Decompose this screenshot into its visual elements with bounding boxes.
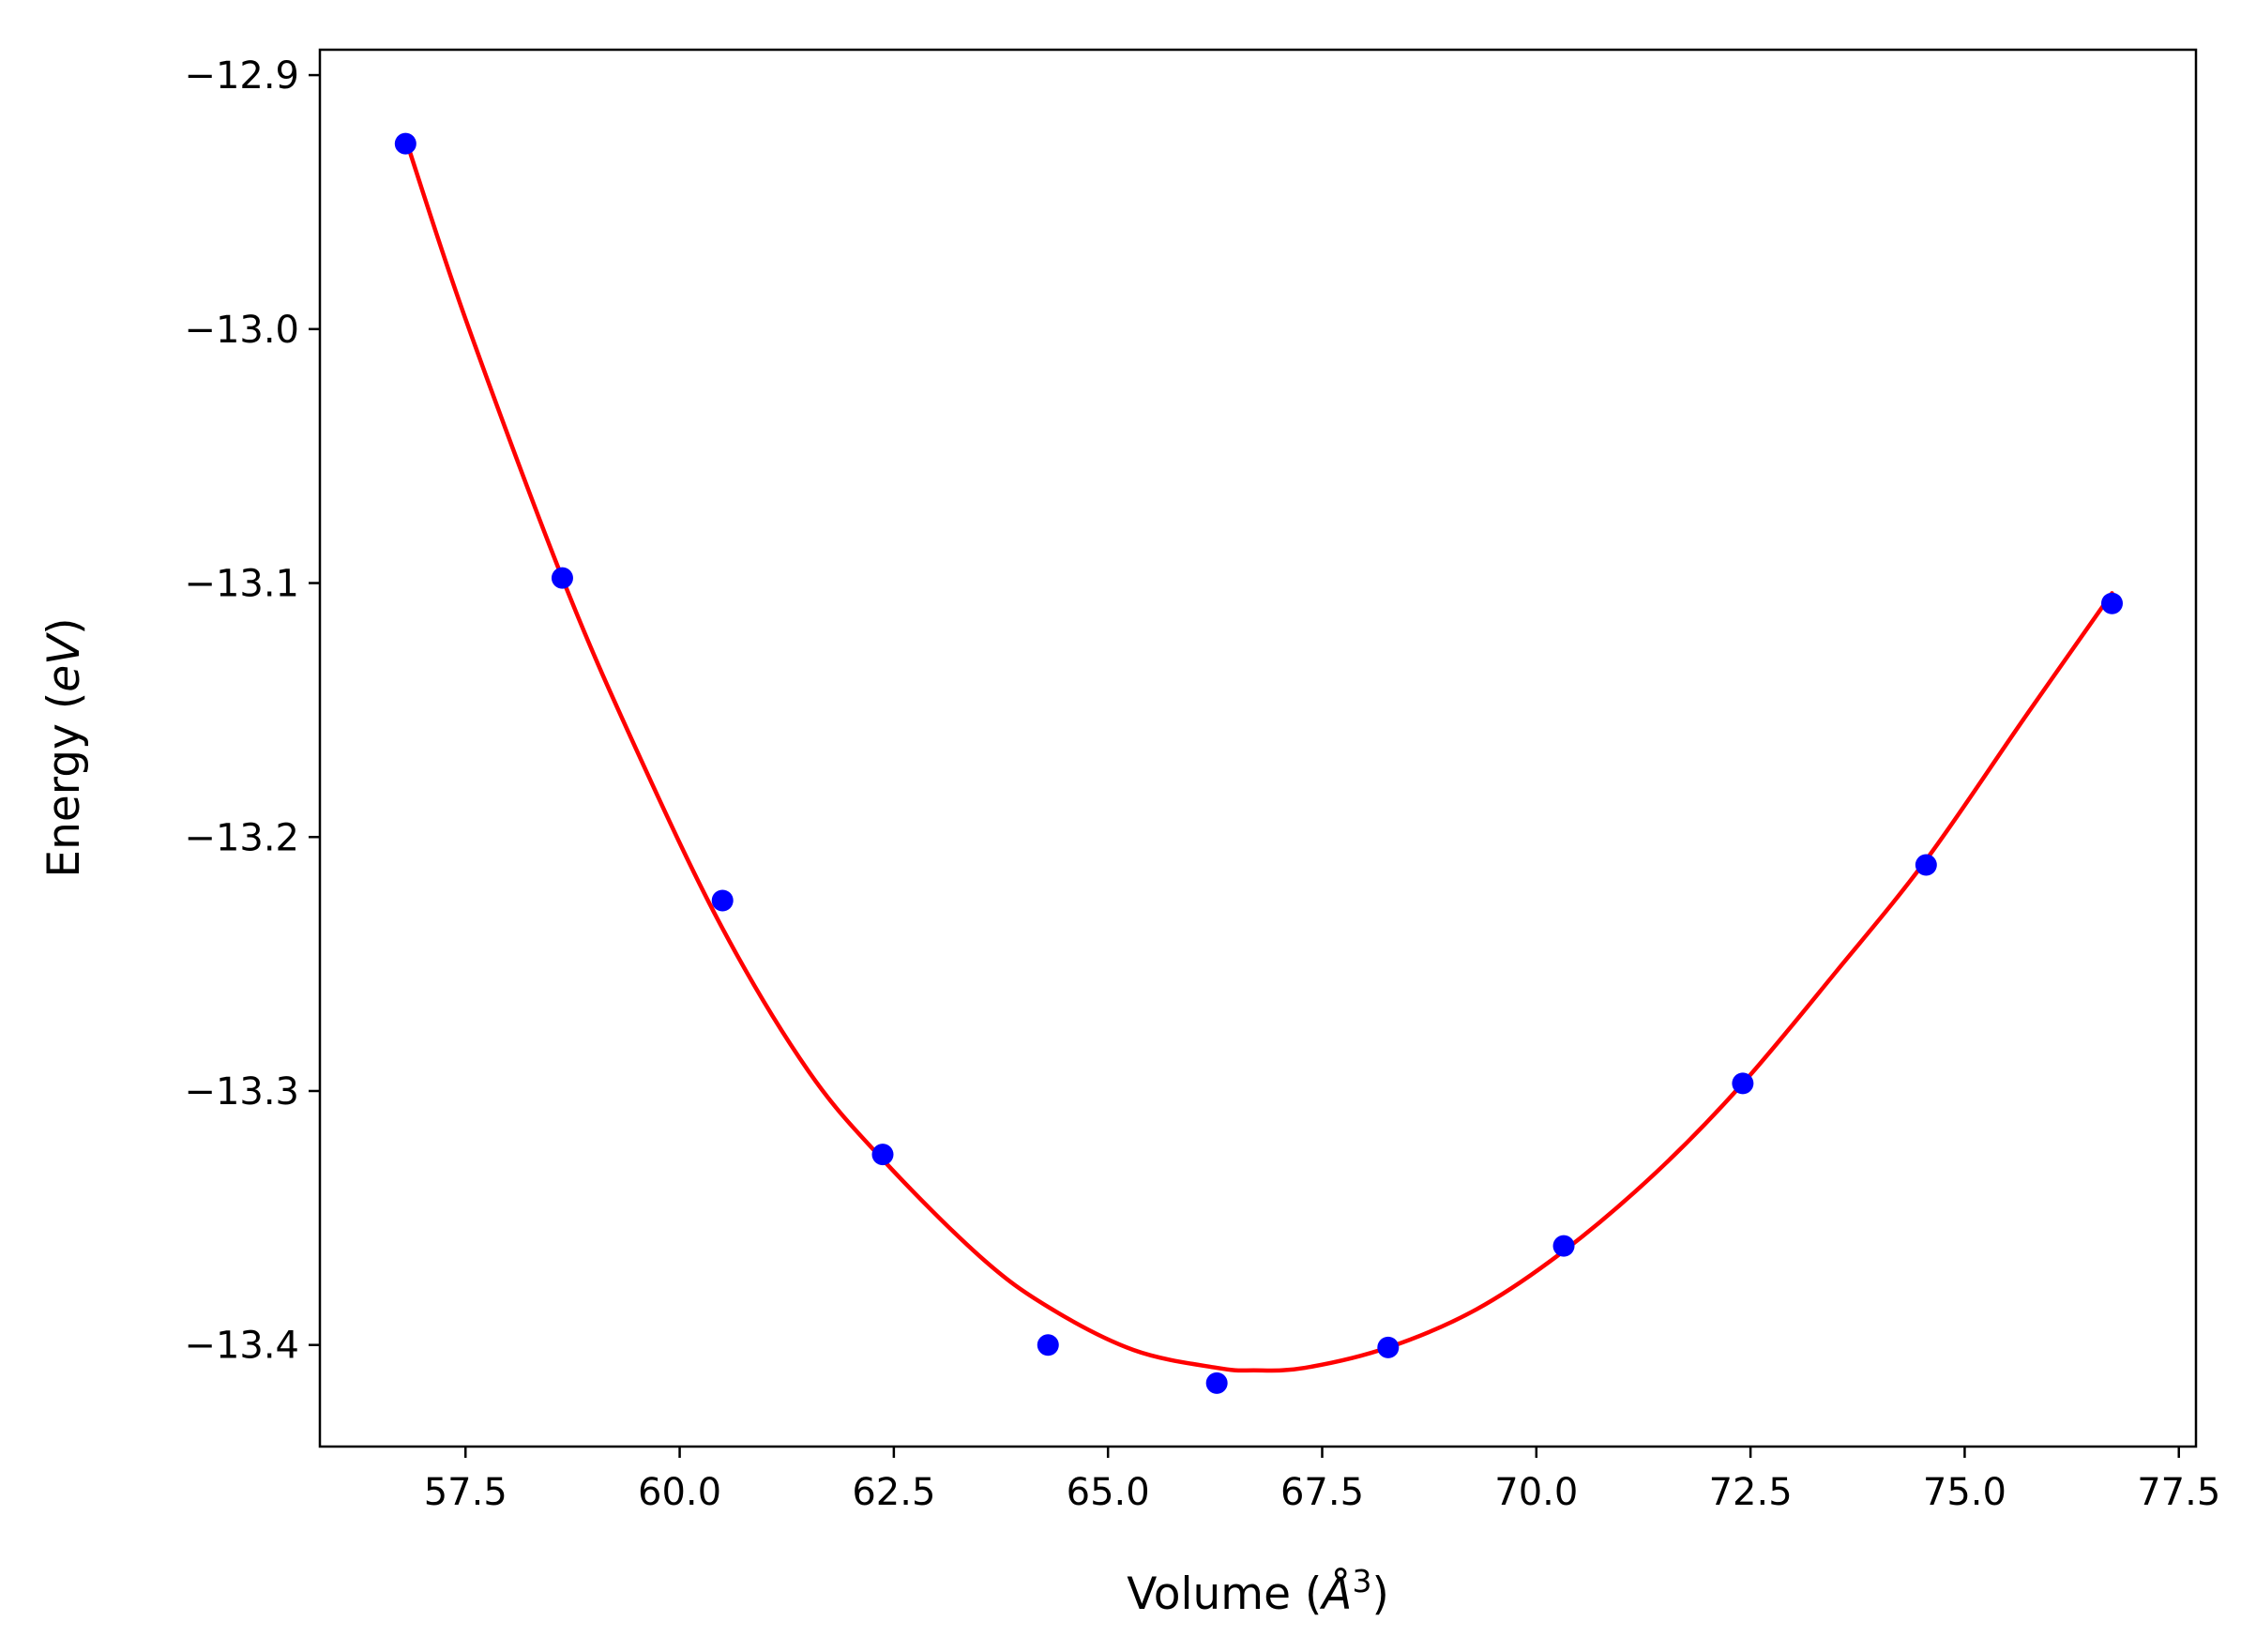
data-point	[1552, 1235, 1575, 1257]
x-tick-label: 62.5	[852, 1471, 935, 1514]
x-tick-label: 77.5	[2137, 1471, 2220, 1514]
data-point	[711, 889, 734, 912]
fit-curve	[403, 136, 2114, 1373]
y-axis-ticks: −12.9 −13.0 −13.1 −13.2 −13.3 −13.4	[184, 54, 320, 1368]
data-points-layer	[394, 132, 2123, 1394]
plot-area	[320, 50, 2196, 1447]
x-tick-label: 65.0	[1067, 1471, 1150, 1514]
y-tick-label: −13.0	[184, 309, 299, 352]
plot-frame	[318, 48, 2198, 1448]
y-tick-label: −12.9	[184, 54, 299, 98]
y-tick-label: −13.2	[184, 816, 299, 859]
y-tick-label: −13.3	[184, 1070, 299, 1114]
data-point	[1915, 854, 1937, 876]
data-point	[2101, 592, 2123, 614]
x-tick-label: 60.0	[638, 1471, 721, 1514]
x-tick-label: 67.5	[1280, 1471, 1364, 1514]
data-point	[1377, 1336, 1400, 1358]
fit-curve-layer	[403, 136, 2114, 1373]
x-tick-label: 72.5	[1709, 1471, 1793, 1514]
x-tick-label: 75.0	[1923, 1471, 2006, 1514]
y-tick-label: −13.1	[184, 563, 299, 606]
y-tick-label: −13.4	[184, 1325, 299, 1368]
x-tick-label: 70.0	[1494, 1471, 1578, 1514]
y-axis-label: Energy (eV)	[38, 617, 90, 877]
x-axis-ticks: 57.5 60.0 62.5 65.0 67.5 70.0 72.5 75.0 77.5	[424, 1447, 2220, 1514]
data-point	[394, 132, 416, 155]
data-point	[1205, 1372, 1228, 1394]
data-point	[1037, 1334, 1059, 1356]
data-point	[871, 1144, 894, 1166]
x-axis-label: Volume (Å3)	[1127, 1563, 1389, 1620]
data-point	[1732, 1072, 1754, 1095]
x-tick-label: 57.5	[424, 1471, 507, 1514]
data-point	[551, 567, 573, 589]
